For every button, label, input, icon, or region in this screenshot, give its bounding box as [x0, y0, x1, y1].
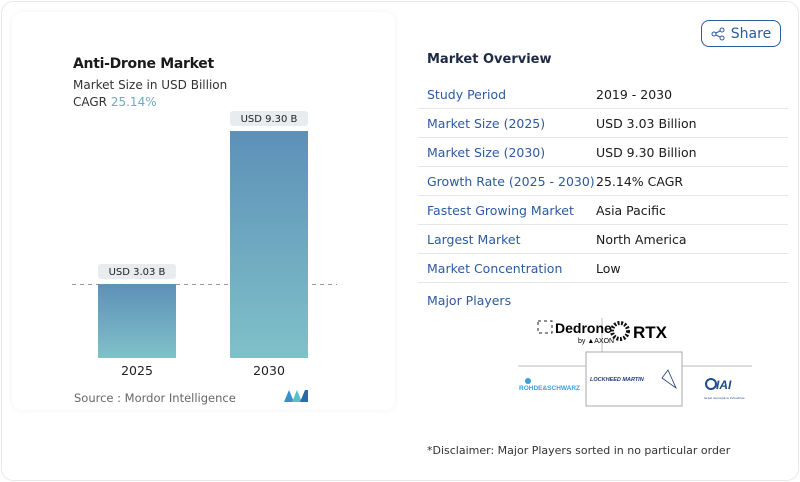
- rtx-logo: RTX: [610, 321, 668, 342]
- svg-text:ROHDE&SCHWARZ: ROHDE&SCHWARZ: [519, 385, 580, 392]
- chart-card: [12, 12, 395, 410]
- svg-text:Dedrone: Dedrone: [555, 320, 612, 336]
- bar-chart: USD 3.03 B 2025 USD 9.30 B 2030: [72, 111, 337, 378]
- iai-logo: IAI Israel Aerospace Industries: [704, 378, 745, 400]
- x-tick-label: 2025: [121, 363, 153, 378]
- data-label: USD 9.30 B: [241, 114, 298, 125]
- svg-text:LOCKHEED MARTIN: LOCKHEED MARTIN: [590, 377, 645, 383]
- share-label: Share: [730, 25, 772, 42]
- chart-subtitle: Market Size in USD Billion: [73, 78, 228, 92]
- overview-row: Market Size (2030) USD 9.30 Billion: [418, 138, 788, 167]
- major-players-logos: Dedrone by ▲AXON RTX ROHDE&SCHWARZ LOCKHE…: [518, 318, 752, 407]
- row-label: Market Size (2030): [427, 144, 546, 160]
- share-icon: [711, 27, 725, 40]
- cagr-label: CAGR: [73, 95, 108, 109]
- row-value: 2019 - 2030: [596, 86, 673, 102]
- svg-text:Israel Aerospace Industries: Israel Aerospace Industries: [704, 396, 745, 400]
- row-label: Growth Rate (2025 - 2030): [427, 173, 595, 189]
- row-value: USD 9.30 Billion: [596, 144, 697, 160]
- overview-title: Market Overview: [427, 52, 552, 67]
- cagr-value: 25.14%: [110, 95, 157, 109]
- svg-text:IAI: IAI: [716, 378, 732, 392]
- cagr: CAGR 25.14%: [73, 95, 157, 109]
- row-value: Low: [596, 260, 621, 276]
- row-label: Market Concentration: [427, 260, 563, 276]
- overview-row: Market Concentration Low: [418, 254, 788, 283]
- row-value: Asia Pacific: [596, 202, 666, 218]
- major-players-label: Major Players: [427, 293, 512, 308]
- overview-row: Growth Rate (2025 - 2030) 25.14% CAGR: [418, 167, 788, 196]
- row-value: 25.14% CAGR: [596, 173, 684, 189]
- bar-2025: [98, 284, 176, 358]
- overview-row: Market Size (2025) USD 3.03 Billion: [418, 109, 788, 138]
- rohde-schwarz-logo: ROHDE&SCHWARZ: [519, 378, 580, 392]
- data-label-bg: [230, 111, 308, 126]
- share-button[interactable]: Share: [701, 20, 781, 47]
- dedrone-logo: Dedrone by ▲AXON: [537, 320, 614, 345]
- source: Source : Mordor Intelligence: [74, 391, 236, 405]
- row-value: North America: [596, 231, 687, 247]
- overview-row: Study Period 2019 - 2030: [418, 80, 788, 109]
- lockheed-martin-logo: LOCKHEED MARTIN: [590, 369, 677, 390]
- row-label: Study Period: [427, 86, 507, 102]
- svg-text:RTX: RTX: [633, 323, 668, 342]
- x-tick-label: 2030: [253, 363, 285, 378]
- overview-row: Fastest Growing Market Asia Pacific: [418, 196, 788, 225]
- row-label: Largest Market: [427, 231, 521, 247]
- disclaimer: *Disclaimer: Major Players sorted in no …: [427, 444, 731, 457]
- data-label: USD 3.03 B: [109, 267, 166, 278]
- data-label-bg: [98, 264, 176, 280]
- row-label: Fastest Growing Market: [427, 202, 574, 218]
- row-value: USD 3.03 Billion: [596, 115, 697, 131]
- bar-2030: [230, 131, 308, 358]
- svg-text:by ▲AXON: by ▲AXON: [578, 338, 614, 345]
- overview-row: Largest Market North America: [418, 225, 788, 254]
- chart-title: Anti-Drone Market: [73, 56, 214, 72]
- row-label: Market Size (2025): [427, 115, 546, 131]
